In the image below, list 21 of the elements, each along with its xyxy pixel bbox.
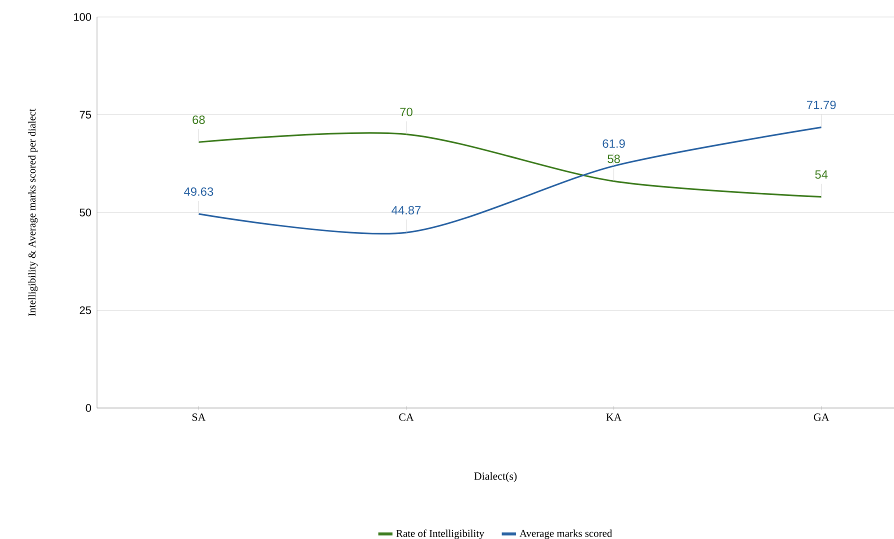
- legend-label: Rate of Intelligibility: [396, 529, 484, 539]
- data-label: 49.63: [184, 187, 214, 196]
- legend-label: Average marks scored: [520, 530, 612, 539]
- data-label: 58: [608, 154, 620, 164]
- data-label: 54: [815, 170, 828, 179]
- y-tick-label: 100: [74, 13, 92, 21]
- data-label: 71.79: [807, 100, 836, 110]
- data-label: 70: [400, 108, 412, 116]
- y-tick-label: 50: [80, 208, 92, 216]
- x-tick-label: GA: [814, 414, 830, 421]
- x-tick-label: CA: [399, 414, 414, 421]
- x-tick-label: SA: [192, 414, 206, 421]
- y-tick-label: 75: [80, 110, 92, 119]
- y-axis-title: Intelligibility & Average marks scored per dialect: [28, 108, 38, 316]
- y-tick-label: 0: [86, 404, 92, 412]
- data-label: 61.9: [602, 139, 625, 148]
- data-label: 68: [192, 116, 205, 124]
- x-axis-title: Dialect(s): [474, 472, 517, 482]
- data-label: 44.87: [392, 206, 421, 214]
- x-tick-label: KA: [606, 414, 622, 421]
- y-tick-label: 25: [80, 306, 92, 314]
